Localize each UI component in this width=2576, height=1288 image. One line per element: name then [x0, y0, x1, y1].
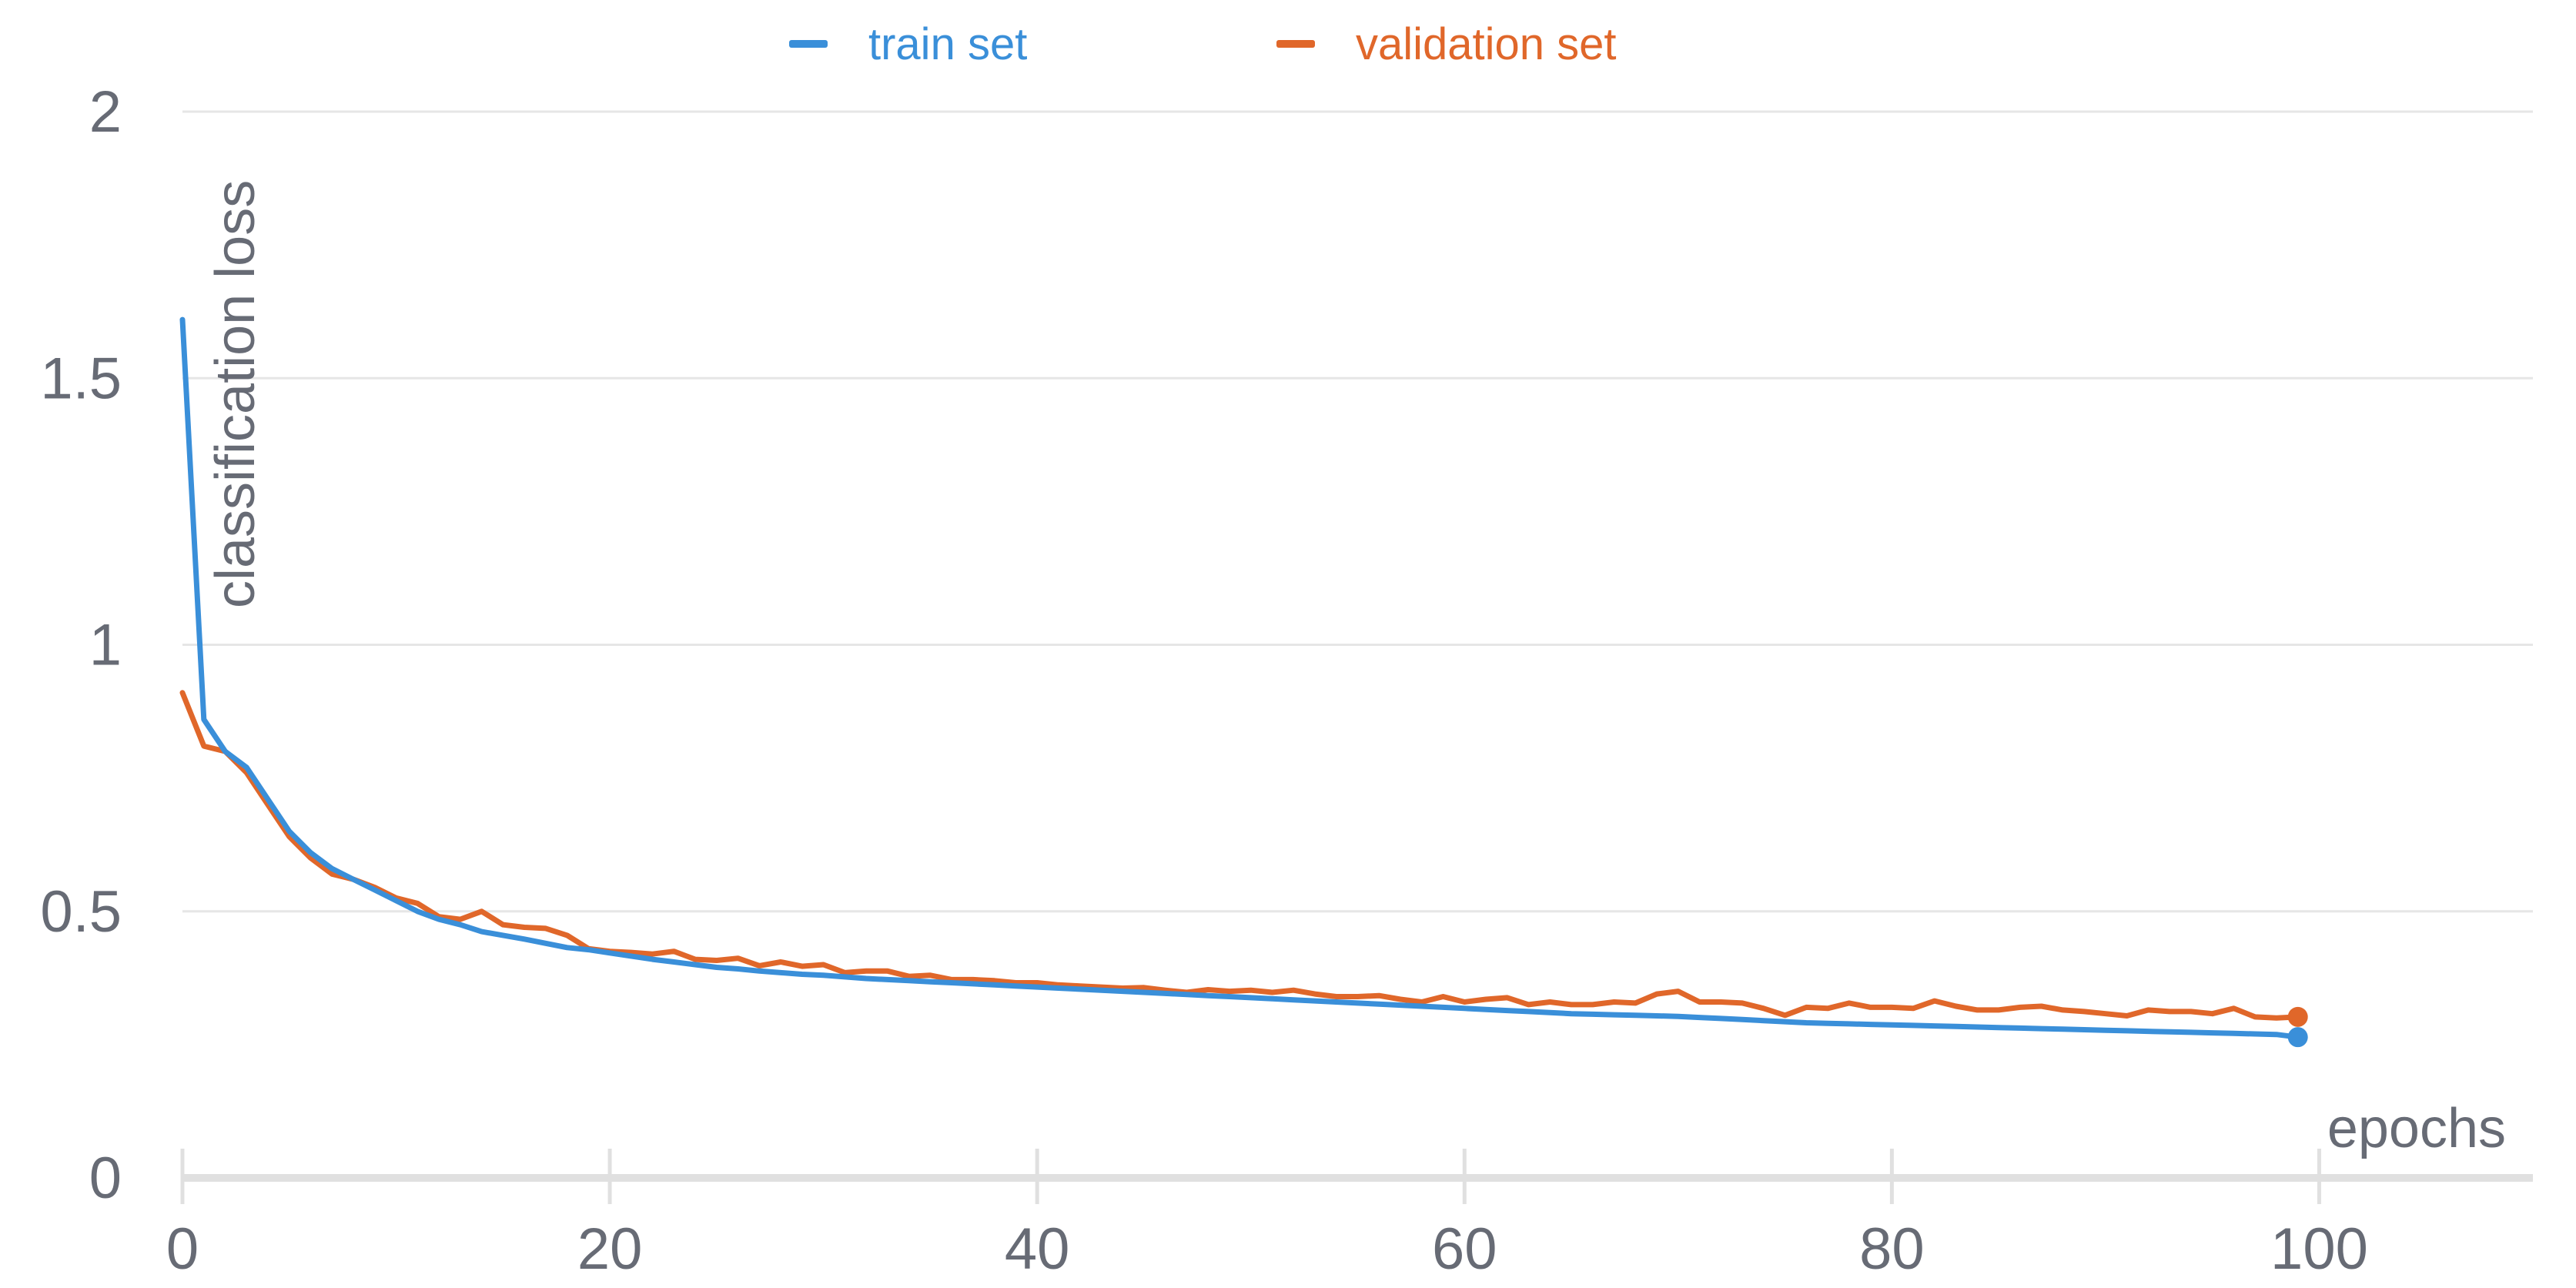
y-tick-label: 0.5 — [40, 879, 122, 945]
x-tick-label: 80 — [1859, 1216, 1925, 1282]
x-tick-label: 40 — [1005, 1216, 1070, 1282]
legend-label-validation: validation set — [1356, 19, 1617, 69]
y-tick-label: 0 — [89, 1146, 122, 1211]
x-tick-label: 60 — [1432, 1216, 1497, 1282]
y-tick-label: 2 — [89, 79, 122, 145]
legend-swatch-validation — [1276, 40, 1315, 48]
chart-legend: train set validation set — [789, 19, 1617, 69]
x-tick-label: 100 — [2270, 1216, 2368, 1282]
y-axis-title: classification loss — [205, 180, 266, 608]
y-tick-label: 1 — [89, 613, 122, 678]
x-tick-label: 20 — [577, 1216, 643, 1282]
grid-lines — [182, 110, 2533, 913]
x-tick-label: 0 — [166, 1216, 199, 1282]
series-end-marker-validation — [2287, 1006, 2308, 1027]
legend-label-train: train set — [868, 19, 1027, 69]
x-axis: 0 20 40 60 80 100 — [166, 1149, 2533, 1282]
series-layer — [179, 316, 2308, 1048]
series-line-validation — [179, 690, 2301, 1021]
y-axis-ticks: 0 0.5 1 1.5 2 — [40, 79, 122, 1211]
series-line-train — [179, 316, 2301, 1040]
series-end-marker-train — [2287, 1027, 2308, 1048]
legend-swatch-train — [789, 40, 828, 48]
x-axis-title: epochs — [2327, 1098, 2506, 1159]
y-tick-label: 1.5 — [40, 346, 122, 411]
